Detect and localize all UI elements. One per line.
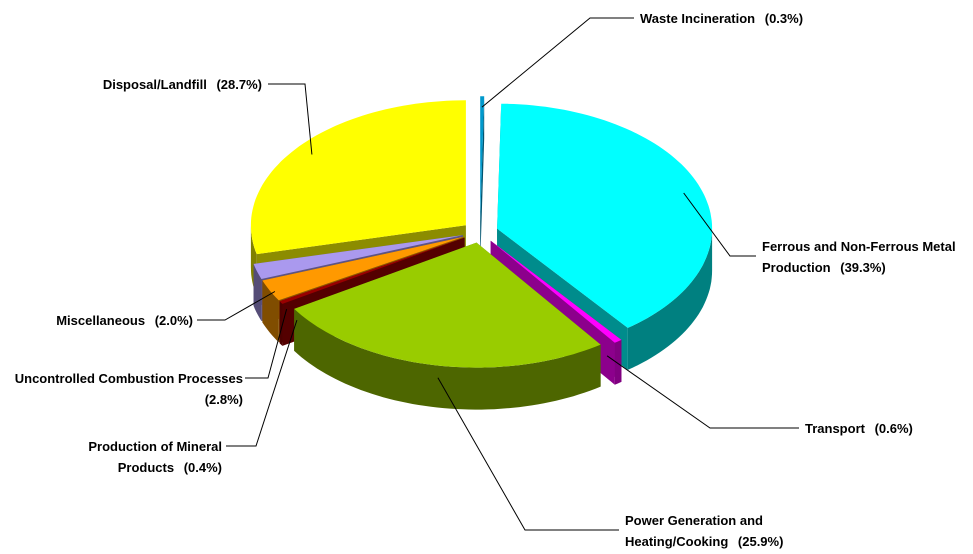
- leader-line: [606, 355, 799, 429]
- value-label: (39.3%): [840, 260, 886, 275]
- category-name: Disposal/Landfill: [102, 77, 207, 92]
- slice-label: Production of Mineral Products (0.4%): [42, 436, 222, 478]
- leader-line: [226, 319, 298, 447]
- value-label: (0.6%): [874, 421, 913, 436]
- leader-line: [481, 17, 634, 108]
- leader-line: [437, 377, 619, 531]
- category-name: Power Generation and Heating/Cooking: [625, 513, 763, 549]
- value-label: (28.7%): [216, 77, 262, 92]
- value-label: (25.9%): [737, 534, 784, 549]
- slice-label: Ferrous and Non-Ferrous Metal Production…: [762, 236, 967, 278]
- category-name: Miscellaneous: [56, 313, 146, 328]
- slice-top: [480, 96, 485, 222]
- leader-line: [268, 83, 313, 155]
- slice-label: Disposal/Landfill (28.7%): [20, 74, 262, 95]
- slice-top: [490, 240, 622, 343]
- slice-side: [253, 263, 262, 321]
- slice-wall: [480, 96, 485, 264]
- slice-label: Waste Incineration (0.3%): [640, 8, 880, 29]
- category-name: Ferrous and Non-Ferrous Metal Production: [762, 239, 956, 275]
- value-label: (0.3%): [764, 11, 804, 26]
- category-name: Uncontrolled Combustion Processes: [14, 371, 243, 386]
- leader-line: [197, 291, 276, 321]
- value-label: (0.4%): [183, 460, 222, 475]
- leader-line: [245, 308, 288, 379]
- slice-label: Power Generation and Heating/Cooking (25…: [625, 510, 810, 552]
- value-label: (2.8%): [204, 392, 243, 407]
- slice-label: Uncontrolled Combustion Processes (2.8%): [5, 368, 243, 410]
- slice-label: Miscellaneous (2.0%): [0, 310, 193, 331]
- category-name: Transport: [805, 421, 865, 436]
- category-name: Waste Incineration: [640, 11, 756, 26]
- slice-label: Transport (0.6%): [805, 418, 965, 439]
- value-label: (2.0%): [154, 313, 193, 328]
- leader-line: [683, 192, 756, 257]
- slice-top: [294, 242, 601, 368]
- slice-top: [253, 235, 463, 279]
- slice-side: [279, 301, 283, 346]
- slice-top: [497, 103, 713, 328]
- slice-top: [279, 237, 465, 304]
- slice-top: [262, 236, 464, 301]
- slice-top: [250, 100, 466, 255]
- slice-side: [614, 339, 622, 385]
- slice-side: [294, 308, 601, 410]
- slice-side: [627, 228, 713, 370]
- category-name: Production of Mineral Products: [88, 439, 222, 475]
